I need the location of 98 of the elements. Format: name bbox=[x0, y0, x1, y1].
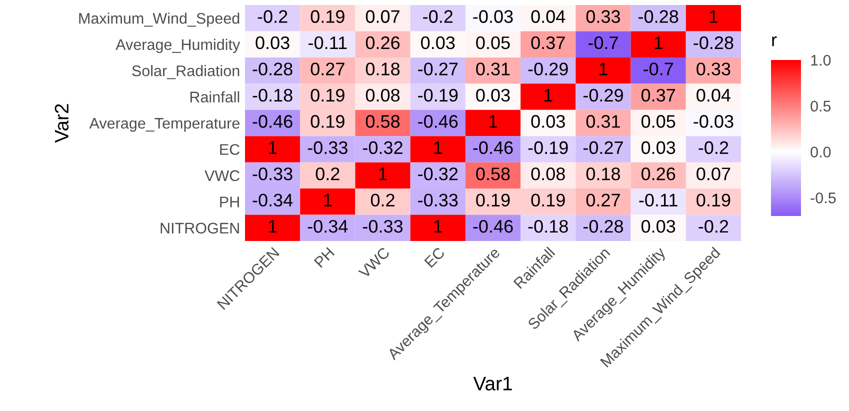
data-label: 1 bbox=[324, 194, 332, 206]
y-axis-title: Var2 bbox=[54, 104, 69, 143]
data-label: 1 bbox=[434, 141, 442, 154]
data-label: 0.05 bbox=[641, 115, 676, 128]
data-label: 0.03 bbox=[421, 36, 455, 50]
data-label: 1 bbox=[268, 141, 277, 154]
data-label: -0.18 bbox=[252, 88, 292, 102]
data-label: -0.32 bbox=[418, 168, 458, 180]
data-label: 0.26 bbox=[366, 36, 400, 50]
data-label: -0.27 bbox=[418, 62, 458, 76]
data-label: 1 bbox=[434, 220, 442, 233]
color-bar-label: 1.0 bbox=[811, 54, 831, 66]
data-label: -0.28 bbox=[694, 36, 734, 50]
data-label: -0.11 bbox=[639, 194, 678, 207]
data-label: 0.19 bbox=[696, 194, 730, 207]
color-bar-title: r bbox=[772, 36, 777, 46]
y-tick-label: EC bbox=[220, 144, 240, 155]
data-label: 1 bbox=[489, 115, 498, 128]
data-label: 0.04 bbox=[696, 88, 730, 102]
data-label: 0.03 bbox=[531, 115, 565, 128]
data-label: 1 bbox=[654, 36, 662, 49]
data-label: -0.28 bbox=[252, 62, 292, 76]
color-bar-label: -0.5 bbox=[810, 192, 836, 204]
y-tick-label: NITROGEN bbox=[160, 222, 239, 234]
data-label: 0.2 bbox=[370, 194, 394, 207]
data-label: 0.18 bbox=[586, 168, 620, 180]
y-tick-label: Maximum_Wind_Speed bbox=[79, 12, 240, 27]
x-axis-title: Var1 bbox=[473, 376, 512, 390]
data-label: -0.34 bbox=[308, 220, 348, 233]
data-label: 1 bbox=[710, 10, 718, 23]
data-label: -0.34 bbox=[252, 194, 293, 207]
data-label: 0.19 bbox=[310, 10, 344, 23]
y-tick-label: PH bbox=[220, 196, 239, 208]
data-label: 0.33 bbox=[696, 62, 730, 76]
data-label: 1 bbox=[268, 220, 277, 233]
data-label: -0.18 bbox=[528, 220, 568, 233]
y-tick-label: VWC bbox=[204, 170, 240, 182]
data-label: -0.33 bbox=[308, 141, 348, 154]
data-label: -0.46 bbox=[473, 220, 513, 233]
data-label: 0.31 bbox=[476, 62, 510, 76]
data-label: -0.7 bbox=[644, 62, 673, 76]
data-label: -0.28 bbox=[638, 10, 678, 23]
data-label: 0.26 bbox=[641, 168, 676, 180]
data-label: 0.37 bbox=[641, 88, 675, 102]
data-label: -0.2 bbox=[423, 10, 453, 23]
data-label: -0.2 bbox=[698, 220, 728, 233]
data-label: -0.32 bbox=[363, 141, 402, 154]
data-label: 0.04 bbox=[531, 10, 566, 23]
y-tick-label: Rainfall bbox=[190, 91, 240, 102]
data-label: 0.18 bbox=[366, 62, 400, 76]
data-label: -0.19 bbox=[528, 141, 568, 154]
data-label: 0.58 bbox=[366, 115, 400, 128]
data-label: 0.33 bbox=[586, 10, 620, 23]
data-label: 0.03 bbox=[641, 141, 676, 154]
data-label: -0.29 bbox=[583, 88, 623, 102]
y-tick-label: Solar_Radiation bbox=[132, 65, 240, 80]
data-label: 0.19 bbox=[310, 115, 344, 128]
data-label: 1 bbox=[544, 89, 552, 102]
data-label: -0.11 bbox=[308, 36, 347, 50]
data-label: 0.27 bbox=[310, 62, 344, 76]
data-label: 0.07 bbox=[696, 168, 730, 180]
data-label: 1 bbox=[600, 62, 608, 76]
data-label: 0.19 bbox=[476, 194, 510, 207]
data-label: -0.03 bbox=[473, 10, 513, 23]
color-bar-label: 0.5 bbox=[810, 100, 831, 112]
data-label: -0.2 bbox=[258, 10, 288, 23]
data-label: 0.2 bbox=[316, 168, 340, 180]
data-label: -0.27 bbox=[583, 141, 623, 154]
data-label: -0.46 bbox=[418, 115, 458, 128]
data-label: -0.33 bbox=[252, 168, 292, 180]
data-label: -0.46 bbox=[252, 115, 292, 128]
data-label: 0.08 bbox=[366, 88, 400, 102]
data-label: 0.37 bbox=[531, 36, 565, 50]
x-tick-label: PH bbox=[314, 247, 335, 268]
data-label: 0.19 bbox=[531, 194, 565, 207]
data-label: -0.46 bbox=[473, 141, 513, 154]
data-label: 1 bbox=[379, 168, 387, 180]
data-label: -0.28 bbox=[583, 220, 624, 233]
data-label: -0.19 bbox=[418, 88, 458, 102]
data-label: 0.27 bbox=[586, 194, 620, 207]
data-label: -0.7 bbox=[588, 36, 618, 50]
data-label: -0.33 bbox=[418, 194, 458, 207]
data-label: 0.19 bbox=[310, 88, 344, 102]
data-label: 0.03 bbox=[256, 36, 290, 50]
color-bar-label: 0.0 bbox=[810, 146, 831, 158]
data-label: 0.58 bbox=[476, 168, 510, 180]
y-tick-label: Average_Humidity bbox=[116, 38, 240, 54]
data-label: 0.07 bbox=[366, 10, 400, 23]
data-label: 0.31 bbox=[586, 115, 620, 128]
data-label: -0.33 bbox=[363, 220, 403, 233]
data-label: -0.2 bbox=[698, 141, 728, 154]
data-label: 0.05 bbox=[476, 36, 510, 50]
data-label: -0.03 bbox=[694, 115, 734, 128]
data-label: 0.08 bbox=[531, 168, 565, 180]
data-label: -0.29 bbox=[528, 62, 568, 76]
data-label: 0.03 bbox=[641, 220, 676, 233]
y-tick-label: Average_Temperature bbox=[89, 118, 240, 132]
data-label: 0.03 bbox=[476, 88, 510, 102]
